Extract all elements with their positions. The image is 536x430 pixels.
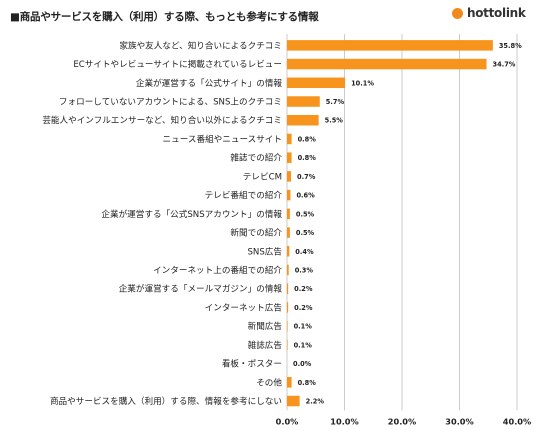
data-label: 2.2% bbox=[306, 398, 325, 406]
bar bbox=[287, 227, 290, 238]
category-label: 商品やサービスを購入（利用）する際、情報を参考にしない bbox=[50, 395, 282, 407]
data-label: 0.6% bbox=[296, 192, 315, 200]
x-tick-label: 0.0% bbox=[276, 416, 299, 426]
category-label: テレビCM bbox=[243, 171, 282, 182]
category-label: 雑誌での紹介 bbox=[230, 152, 282, 164]
data-label: 0.5% bbox=[296, 229, 315, 237]
data-label: 0.8% bbox=[298, 154, 317, 162]
data-label: 10.1% bbox=[351, 79, 374, 87]
data-label: 0.2% bbox=[294, 304, 313, 312]
category-label: フォローしていないアカウントによる、SNS上のクチコミ bbox=[59, 97, 282, 108]
brand-name: hottolink bbox=[467, 6, 526, 20]
bar bbox=[287, 302, 289, 313]
bar bbox=[287, 114, 319, 126]
bar bbox=[287, 40, 493, 51]
data-label: 5.7% bbox=[326, 98, 345, 106]
bar bbox=[287, 171, 292, 182]
bar bbox=[287, 58, 487, 70]
bar bbox=[287, 395, 300, 407]
bar bbox=[287, 189, 291, 201]
category-label: ECサイトやレビューサイトに掲載されているレビュー bbox=[73, 58, 282, 70]
category-label: 企業が運営する「公式SNSアカウント」の情報 bbox=[101, 208, 282, 220]
data-label: 0.5% bbox=[296, 210, 315, 218]
data-label: 0.8% bbox=[298, 135, 317, 143]
x-tick-label: 10.0% bbox=[330, 416, 358, 426]
data-label: 5.5% bbox=[325, 117, 344, 125]
category-label: 新聞での紹介 bbox=[230, 227, 282, 239]
data-label: 0.3% bbox=[295, 267, 314, 275]
bar bbox=[287, 96, 320, 107]
data-label: 0.8% bbox=[298, 379, 317, 387]
bar bbox=[287, 339, 288, 351]
category-label: SNS広告 bbox=[247, 245, 282, 257]
bar bbox=[287, 152, 292, 163]
category-label: 雑誌広告 bbox=[248, 339, 283, 351]
brand-dot-icon bbox=[452, 7, 463, 19]
data-label: 0.1% bbox=[294, 341, 313, 349]
category-label: 看板・ポスター bbox=[222, 358, 282, 370]
category-label: テレビ番組での紹介 bbox=[205, 189, 283, 201]
category-label: 企業が運営する「メールマガジン」の情報 bbox=[119, 283, 283, 295]
data-label: 0.2% bbox=[294, 285, 313, 293]
bar bbox=[287, 377, 292, 388]
bar bbox=[287, 77, 346, 89]
brand-logo: hottolink bbox=[452, 6, 526, 20]
data-label: 0.4% bbox=[295, 248, 314, 256]
page-title: ■商品やサービスを購入（利用）する際、もっとも参考にする情報 bbox=[10, 11, 319, 23]
data-label: 35.8% bbox=[499, 42, 522, 50]
data-label: 0.1% bbox=[294, 323, 313, 331]
category-label: インターネット広告 bbox=[205, 301, 283, 313]
category-label: ニュース番組やニュースサイト bbox=[163, 133, 282, 145]
bar bbox=[287, 133, 292, 145]
data-label: 34.7% bbox=[493, 61, 516, 69]
x-tick-label: 40.0% bbox=[503, 416, 531, 426]
x-tick-label: 30.0% bbox=[445, 416, 473, 426]
x-tick-label: 20.0% bbox=[388, 416, 416, 426]
category-label: インターネット上の番組での紹介 bbox=[153, 264, 282, 276]
data-label: 0.7% bbox=[297, 173, 316, 181]
category-label: 家族や友人など、知り合いによるクチコミ bbox=[119, 39, 282, 51]
category-label: その他 bbox=[256, 376, 282, 388]
data-label: 0.0% bbox=[293, 360, 312, 368]
category-label: 企業が運営する「公式サイト」の情報 bbox=[136, 77, 283, 89]
bar bbox=[287, 264, 289, 276]
bar bbox=[287, 320, 288, 332]
bar bbox=[287, 283, 289, 294]
category-label: 芸能人やインフルエンサーなど、知り合い以外によるクチコミ bbox=[42, 114, 282, 126]
category-label: 新聞広告 bbox=[248, 320, 283, 332]
bar bbox=[287, 246, 290, 257]
bar bbox=[287, 208, 290, 220]
